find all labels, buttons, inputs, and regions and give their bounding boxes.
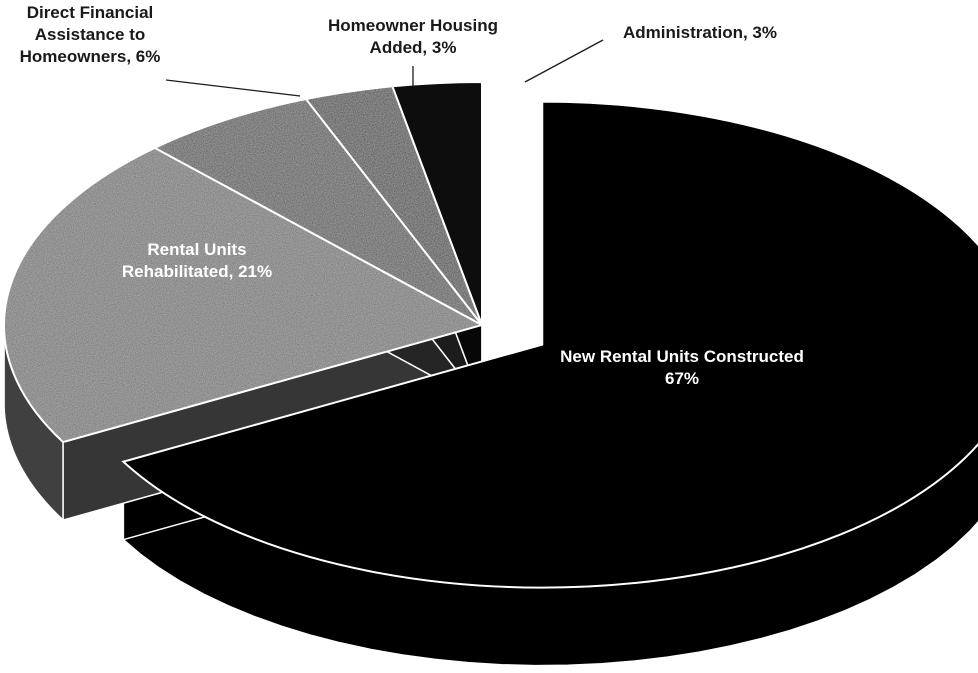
leader-line — [165, 79, 301, 97]
pie-slice-rental-units-rehabilitated — [3, 146, 485, 444]
label-line: Homeowner Housing — [328, 16, 498, 35]
label-line: Added, 3% — [370, 38, 457, 57]
pie-tops — [3, 80, 978, 589]
pie-slice-direct-financial-assistance-to-homeowners — [152, 97, 483, 326]
data-label-homeowner-housing-added: Homeowner Housing Added, 3% — [328, 16, 498, 57]
data-label-new-rental-units-constructed: New Rental Units Constructed 67% — [560, 347, 804, 388]
pie-labels: New Rental Units Constructed 67% Rental Un… — [20, 3, 804, 388]
label-line: Assistance to — [35, 25, 146, 44]
label-line: Administration, 3% — [623, 23, 777, 42]
leader-line — [524, 39, 604, 83]
label-line: 67% — [665, 369, 699, 388]
label-line: Rehabilitated, 21% — [122, 262, 272, 281]
label-line: Rental Units — [147, 240, 246, 259]
pie-slice-administration — [391, 80, 483, 326]
label-line: Direct Financial — [27, 3, 154, 22]
label-line: Homeowners, 6% — [20, 47, 161, 66]
data-label-administration: Administration, 3% — [623, 23, 777, 42]
data-label-rental-units-rehabilitated: Rental Units Rehabilitated, 21% — [122, 240, 272, 281]
leader-lines — [165, 39, 604, 97]
label-line: New Rental Units Constructed — [560, 347, 804, 366]
pie-slice-new-rental-units-constructed — [121, 100, 978, 589]
data-label-direct-financial-assistance-to-homeowners: Direct Financial Assistance to Homeowners,… — [20, 3, 161, 66]
